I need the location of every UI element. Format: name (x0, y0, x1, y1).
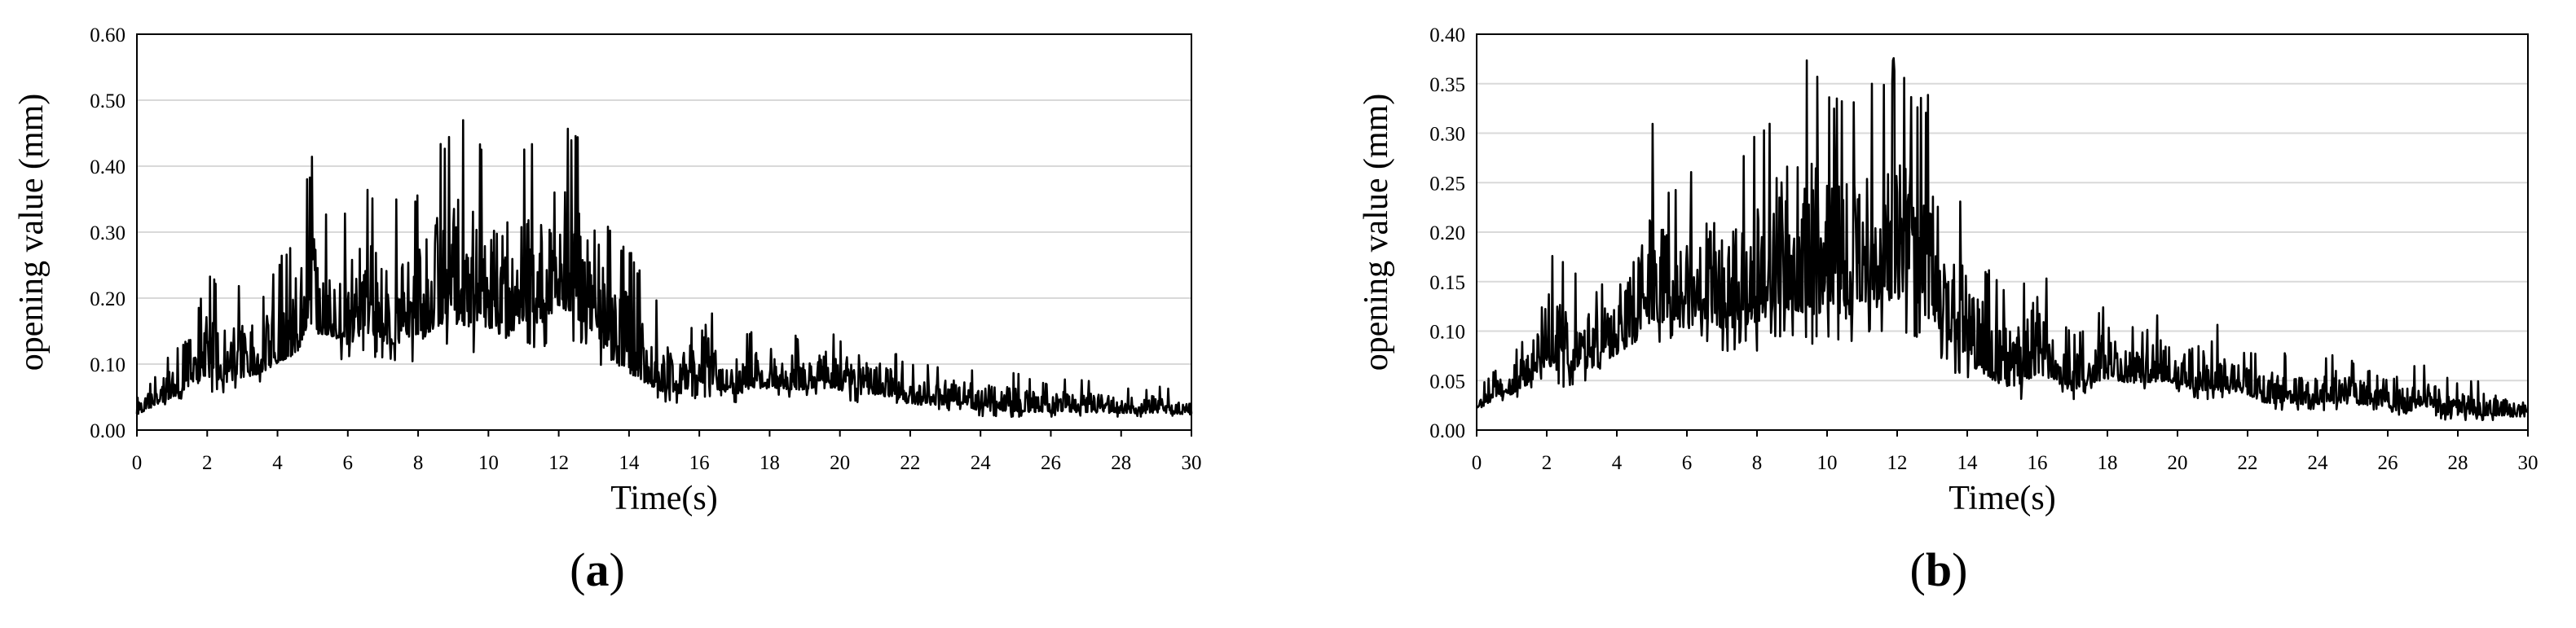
y-tick-label: 0.10 (90, 354, 125, 376)
x-tick-label: 14 (1957, 452, 1979, 474)
y-tick-label: 0.35 (1429, 74, 1465, 96)
x-tick-label: 4 (1612, 452, 1623, 474)
x-tick-label: 30 (2518, 452, 2539, 474)
x-tick-label: 18 (760, 452, 780, 474)
x-tick-label: 6 (343, 452, 354, 474)
caption-b: (b) (1909, 543, 1968, 596)
y-tick-label: 0.40 (1429, 24, 1465, 46)
x-tick-label: 24 (971, 452, 992, 474)
x-tick-label: 12 (1887, 452, 1908, 474)
x-tick-label: 28 (1111, 452, 1131, 474)
y-tick-label: 0.25 (1429, 173, 1465, 195)
chart-a-svg: 0.000.100.200.300.400.500.600 2 4 6 8 10 12 14 1… (13, 24, 1202, 517)
x-axis-title: Time(s) (1949, 480, 2055, 517)
x-tick-label: 8 (1752, 452, 1763, 474)
plot-frame (1476, 33, 2529, 431)
x-tick-label: 20 (2168, 452, 2188, 474)
y-tick-label: 0.60 (90, 24, 125, 46)
x-tick-label: 12 (548, 452, 569, 474)
x-tick-label: 18 (2098, 452, 2118, 474)
x-tick-label: 24 (2308, 452, 2329, 474)
y-tick-label: 0.20 (90, 288, 125, 310)
x-tick-label: 6 (1682, 452, 1693, 474)
x-tick-label: 20 (830, 452, 850, 474)
x-tick-label: 26 (2378, 452, 2398, 474)
x-tick-label: 0 (1472, 452, 1482, 474)
y-tick-label: 0.30 (1429, 124, 1465, 146)
x-tick-label: 14 (619, 452, 640, 474)
x-tick-label: 16 (2028, 452, 2048, 474)
x-tick-label: 4 (272, 452, 283, 474)
caption-a: (a) (570, 543, 625, 596)
x-tick-label: 28 (2448, 452, 2468, 474)
y-tick-label: 0.15 (1429, 272, 1465, 294)
y-tick-label: 0.30 (90, 222, 125, 244)
chart-b-svg: 0.000.050.100.150.200.250.300.350.400 2 4 6… (1358, 24, 2539, 517)
chart-panel-b: 0.00 0.05 0.10 0.15 0.20 0.25 0.30 0.35 0.40 0 2 4 6… (1288, 0, 2576, 628)
y-tick-label: 0.00 (90, 420, 125, 442)
x-tick-label: 0 (132, 452, 143, 474)
y-tick-label: 0.40 (90, 156, 125, 178)
y-tick-label: 0.10 (1429, 322, 1465, 344)
x-tick-label: 8 (413, 452, 424, 474)
y-tick-label: 0.00 (1429, 420, 1465, 442)
plot-frame (136, 33, 1192, 431)
x-tick-label: 30 (1182, 452, 1202, 474)
series-line (135, 119, 1193, 418)
x-axis-title: Time(s) (610, 480, 717, 517)
chart-panel-a: 0.00 0.10 0.20 0.30 0.40 0.50 0.60 0 2 4 6 8 10 12 14 1… (13, 24, 1202, 596)
y-tick-label: 0.20 (1429, 222, 1465, 244)
x-tick-label: 22 (900, 452, 920, 474)
x-tick-label: 2 (1542, 452, 1552, 474)
x-tick-label: 22 (2238, 452, 2258, 474)
x-tick-label: 10 (1817, 452, 1838, 474)
y-axis-title: opening value (mm) (1358, 94, 1395, 371)
y-tick-label: 0.50 (90, 90, 125, 112)
x-tick-label: 26 (1041, 452, 1061, 474)
x-tick-label: 16 (689, 452, 710, 474)
caption-a-letter: a (585, 543, 610, 596)
x-tick-label: 10 (478, 452, 499, 474)
y-tick-label: 0.05 (1429, 371, 1465, 393)
x-tick-label: 2 (202, 452, 213, 474)
y-axis-title: opening value (mm) (13, 94, 51, 371)
series-line (1476, 57, 2530, 421)
caption-b-letter: b (1925, 543, 1953, 596)
